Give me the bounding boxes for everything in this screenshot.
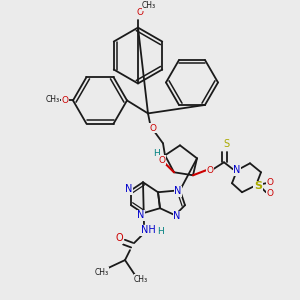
Text: H: H: [157, 226, 164, 236]
Text: NH: NH: [141, 225, 155, 235]
Text: N: N: [233, 165, 241, 175]
Text: N: N: [137, 210, 145, 220]
Text: H: H: [154, 149, 160, 158]
Text: CH₃: CH₃: [134, 274, 148, 284]
Text: N: N: [174, 186, 182, 196]
Text: O: O: [158, 156, 166, 165]
Text: N: N: [125, 184, 133, 194]
Text: CH₃: CH₃: [95, 268, 109, 277]
Text: O: O: [266, 178, 274, 187]
Text: O: O: [266, 189, 274, 198]
Text: O: O: [61, 96, 68, 105]
Text: S: S: [254, 181, 262, 191]
Text: S: S: [223, 139, 229, 149]
Text: CH₃: CH₃: [46, 95, 60, 104]
Text: O: O: [206, 166, 214, 175]
Text: O: O: [115, 233, 123, 243]
Text: O: O: [136, 8, 143, 17]
Text: N: N: [173, 211, 181, 221]
Text: CH₃: CH₃: [142, 1, 156, 10]
Text: O: O: [149, 124, 157, 133]
